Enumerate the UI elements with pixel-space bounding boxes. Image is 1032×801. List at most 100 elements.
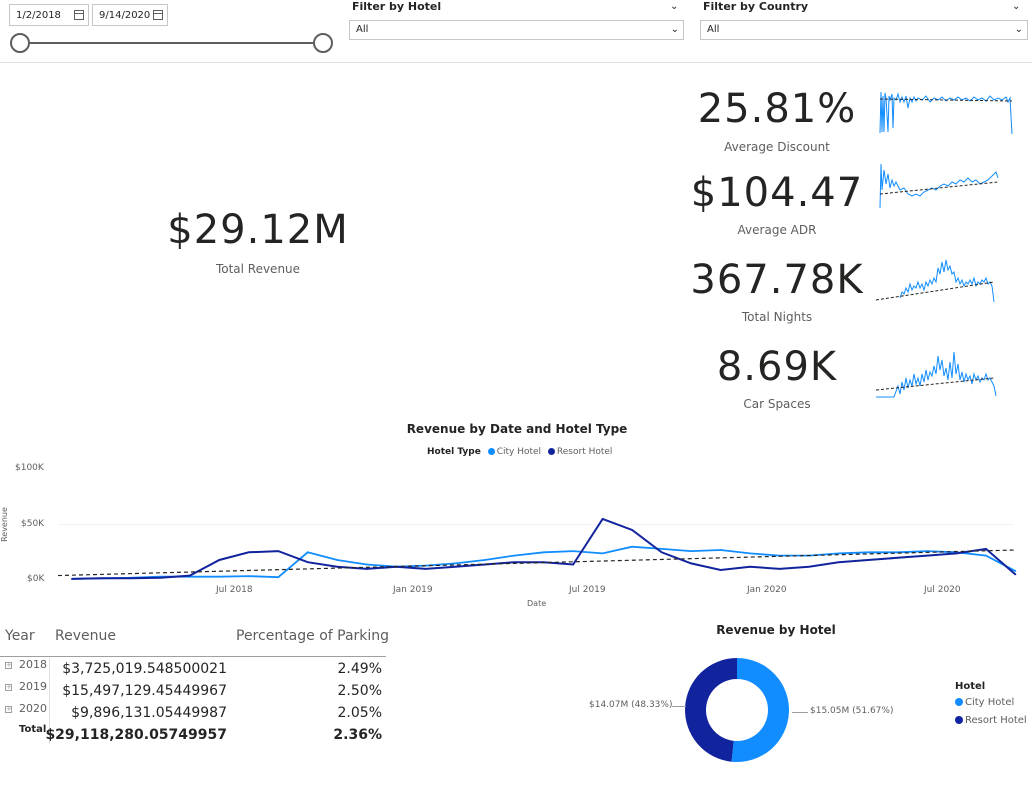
legend-item-city[interactable]: City Hotel [955, 697, 1027, 708]
data-point [631, 529, 633, 531]
data-point [189, 574, 191, 577]
donut-plot [685, 658, 789, 762]
average-discount-label: Average Discount [724, 140, 830, 154]
data-point [749, 565, 751, 568]
data-point [985, 554, 987, 557]
data-point [277, 576, 280, 579]
table-header-revenue[interactable]: Revenue [55, 628, 116, 644]
data-point [277, 550, 280, 552]
data-point [336, 559, 339, 561]
legend-city-label: City Hotel [496, 447, 542, 457]
chevron-down-icon[interactable]: ⌄ [670, 1, 679, 12]
donut-label-right: $15.05M (51.67%) [810, 706, 894, 716]
data-point [601, 518, 604, 520]
donut-slice-resort-hotel[interactable] [685, 658, 737, 762]
average-adr-sparkline [879, 163, 999, 209]
country-filter-title: Filter by Country [703, 0, 809, 13]
table-cell-parking: 2.50% [337, 683, 382, 699]
legend-title: Hotel Type [427, 447, 481, 457]
end-date-value: 9/14/2020 [99, 10, 151, 21]
date-range-end-handle[interactable] [313, 33, 333, 53]
data-point [1014, 573, 1017, 576]
data-point [365, 563, 368, 566]
x-tick-label: Jul 2019 [569, 585, 606, 595]
expand-icon[interactable]: + [5, 661, 12, 669]
average-discount-sparkline [879, 91, 1013, 135]
data-point [926, 550, 928, 552]
table-column-divider [49, 658, 50, 744]
data-point [601, 552, 604, 555]
chevron-down-icon: ⌄ [670, 24, 679, 35]
data-point [719, 569, 722, 571]
x-tick-label: Jan 2020 [747, 585, 787, 595]
data-point [719, 549, 722, 551]
trend-line [57, 549, 1015, 577]
data-point [306, 561, 309, 564]
data-point [542, 551, 545, 554]
total-nights-value: 367.78K [690, 257, 864, 303]
legend-resort-text: Resort Hotel [965, 715, 1027, 726]
data-point [778, 568, 781, 570]
car-spaces-value: 8.69K [716, 344, 838, 390]
hotel-filter-value: All [356, 24, 369, 35]
data-point [690, 562, 692, 565]
donut-leader-left [672, 706, 686, 707]
x-tick-label: Jul 2020 [924, 585, 961, 595]
chevron-down-icon[interactable]: ⌄ [1012, 1, 1021, 12]
donut-legend-title: Hotel [955, 681, 986, 692]
table-total-parking: 2.36% [333, 727, 382, 743]
country-filter-dropdown[interactable]: All ⌄ [700, 20, 1028, 40]
table-header-year[interactable]: Year [5, 628, 35, 644]
data-point [130, 577, 132, 580]
data-point [218, 575, 221, 578]
table-cell-parking: 2.49% [337, 661, 382, 677]
line-chart-legend: Hotel Type City Hotel Resort Hotel [427, 447, 612, 457]
data-point [247, 575, 250, 577]
calendar-icon[interactable] [153, 10, 163, 20]
data-point [690, 550, 692, 552]
data-point [336, 565, 339, 568]
data-point [867, 559, 869, 561]
data-point [867, 551, 869, 554]
expand-icon[interactable]: + [5, 683, 12, 691]
hotel-filter-title: Filter by Hotel [352, 0, 442, 13]
expand-icon[interactable]: + [5, 705, 12, 713]
header-divider [0, 62, 1032, 63]
table-header-parking[interactable]: Percentage of Parking [236, 628, 390, 644]
y-tick-label: $0K [27, 574, 45, 584]
date-range-track[interactable] [20, 42, 323, 44]
donut-legend: Hotel City Hotel Resort Hotel [955, 681, 1027, 726]
table-total-revenue: $29,118,280.05749957 [45, 727, 227, 743]
legend-item-resort[interactable]: Resort Hotel [955, 715, 1027, 726]
car-spaces-label: Car Spaces [743, 397, 811, 411]
data-point [896, 557, 899, 559]
data-point [365, 568, 368, 570]
data-point [159, 576, 162, 579]
data-point [808, 565, 810, 568]
calendar-icon[interactable] [74, 10, 84, 20]
total-nights-label: Total Nights [741, 310, 813, 324]
data-point [572, 550, 574, 552]
legend-resort-dot [547, 447, 555, 455]
y-tick-label: $50K [21, 519, 45, 529]
data-point [837, 552, 840, 555]
table-total-label: Total [19, 724, 47, 735]
hotel-filter-dropdown[interactable]: All ⌄ [349, 20, 684, 40]
data-point [660, 548, 663, 550]
donut-slice-city-hotel[interactable] [731, 658, 789, 762]
data-point [424, 568, 427, 570]
data-point [837, 561, 840, 564]
donut-label-left: $14.07M (48.33%) [589, 700, 673, 710]
data-point [660, 551, 663, 554]
legend-city-text: City Hotel [965, 697, 1015, 708]
legend-city-dot [955, 697, 963, 706]
table-header-divider [0, 656, 386, 657]
table-cell-parking: 2.05% [337, 705, 382, 721]
start-date-input[interactable]: 1/2/2018 [9, 4, 89, 26]
end-date-input[interactable]: 9/14/2020 [92, 4, 168, 26]
total-revenue-label: Total Revenue [215, 262, 301, 276]
line-chart-title: Revenue by Date and Hotel Type [406, 422, 628, 436]
table-cell-revenue: $15,497,129.45449967 [62, 683, 227, 699]
date-range-start-handle[interactable] [10, 33, 30, 53]
total-nights-sparkline [875, 259, 995, 303]
